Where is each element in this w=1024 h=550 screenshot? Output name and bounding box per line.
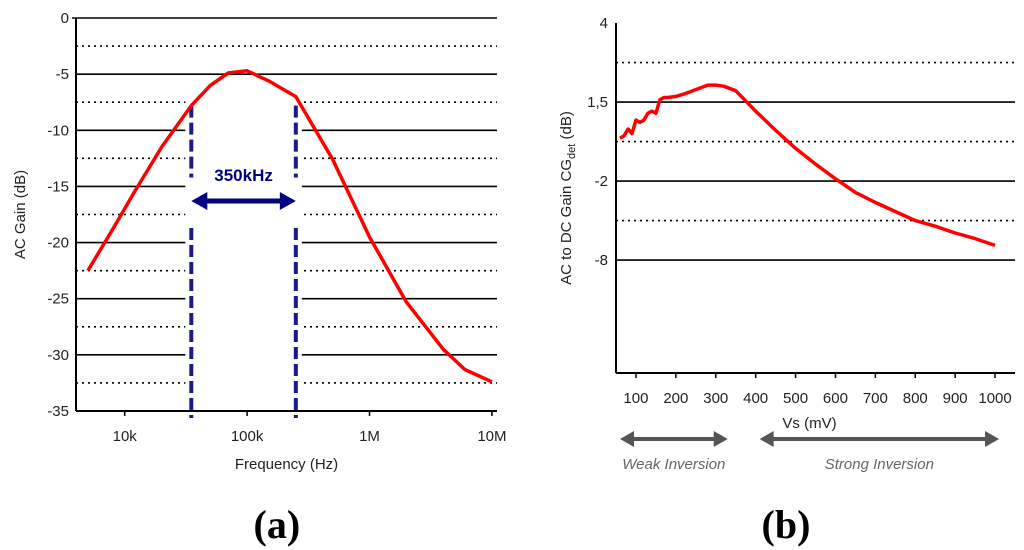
y-tick-label: 4 [600,15,608,32]
arrow-head-right [279,192,296,211]
chart-a: 0 -5 -10 -15 -20 -25 -30 -35 10k 100k 1M 10M Frequen… [12,10,507,547]
arrow-head-left [191,192,208,211]
y-tick-label: -2 [595,173,608,190]
bandwidth-region [185,99,302,413]
weak-inversion-label: Weak Inversion [622,456,725,473]
x-tick-label: 800 [903,390,928,407]
panel-label-b: (b) [762,502,811,547]
y-tick-label: 1,5 [587,94,608,111]
x-tick-label: 600 [823,390,848,407]
x-tick-label: 900 [943,390,968,407]
x-tick-label: 200 [663,390,688,407]
y-tick-label: -10 [47,122,69,139]
weak-inversion-arrow-head-left [619,431,634,447]
weak-inversion-arrow-head-right [713,431,728,447]
x-tick-label: 10M [477,428,506,445]
x-axis-title: Vs (mV) [782,415,836,432]
chart-b: 4 1,5 -2 -8 100 200 300 400 500 600 700 800 900 1000 V… [558,15,1015,547]
strong-inversion-label: Strong Inversion [825,456,934,473]
x-tick-label: 1000 [978,390,1011,407]
panel-label-a: (a) [254,502,301,547]
series-line-ac-dc-gain [619,83,996,248]
x-tick-label: 700 [863,390,888,407]
strong-inversion-arrow-head-right [985,431,1000,447]
x-tick-label: 10k [113,428,138,445]
y-axis-title: AC to DC Gain CGdet (dB) [558,111,578,285]
y-tick-label: -30 [47,347,69,364]
y-tick-label: 0 [61,10,69,27]
x-tick-label: 1M [359,428,380,445]
x-tick-label: 400 [743,390,768,407]
x-tick-label: 300 [703,390,728,407]
x-tick-label: 500 [783,390,808,407]
y-tick-label: -25 [47,291,69,308]
y-tick-label: -5 [56,66,69,83]
bandwidth-label: 350kHz [214,166,273,185]
x-tick-label: 100 [623,390,648,407]
series-line-ac-gain [86,69,493,384]
y-axis-title: AC Gain (dB) [12,170,29,259]
y-tick-label: -15 [47,178,69,195]
y-tick-label: -8 [595,252,608,269]
x-tick-label: 100k [231,428,264,445]
strong-inversion-arrow-head-left [759,431,774,447]
y-tick-label: -20 [47,235,69,252]
x-axis-title: Frequency (Hz) [235,456,338,473]
y-tick-label: -35 [47,403,69,420]
